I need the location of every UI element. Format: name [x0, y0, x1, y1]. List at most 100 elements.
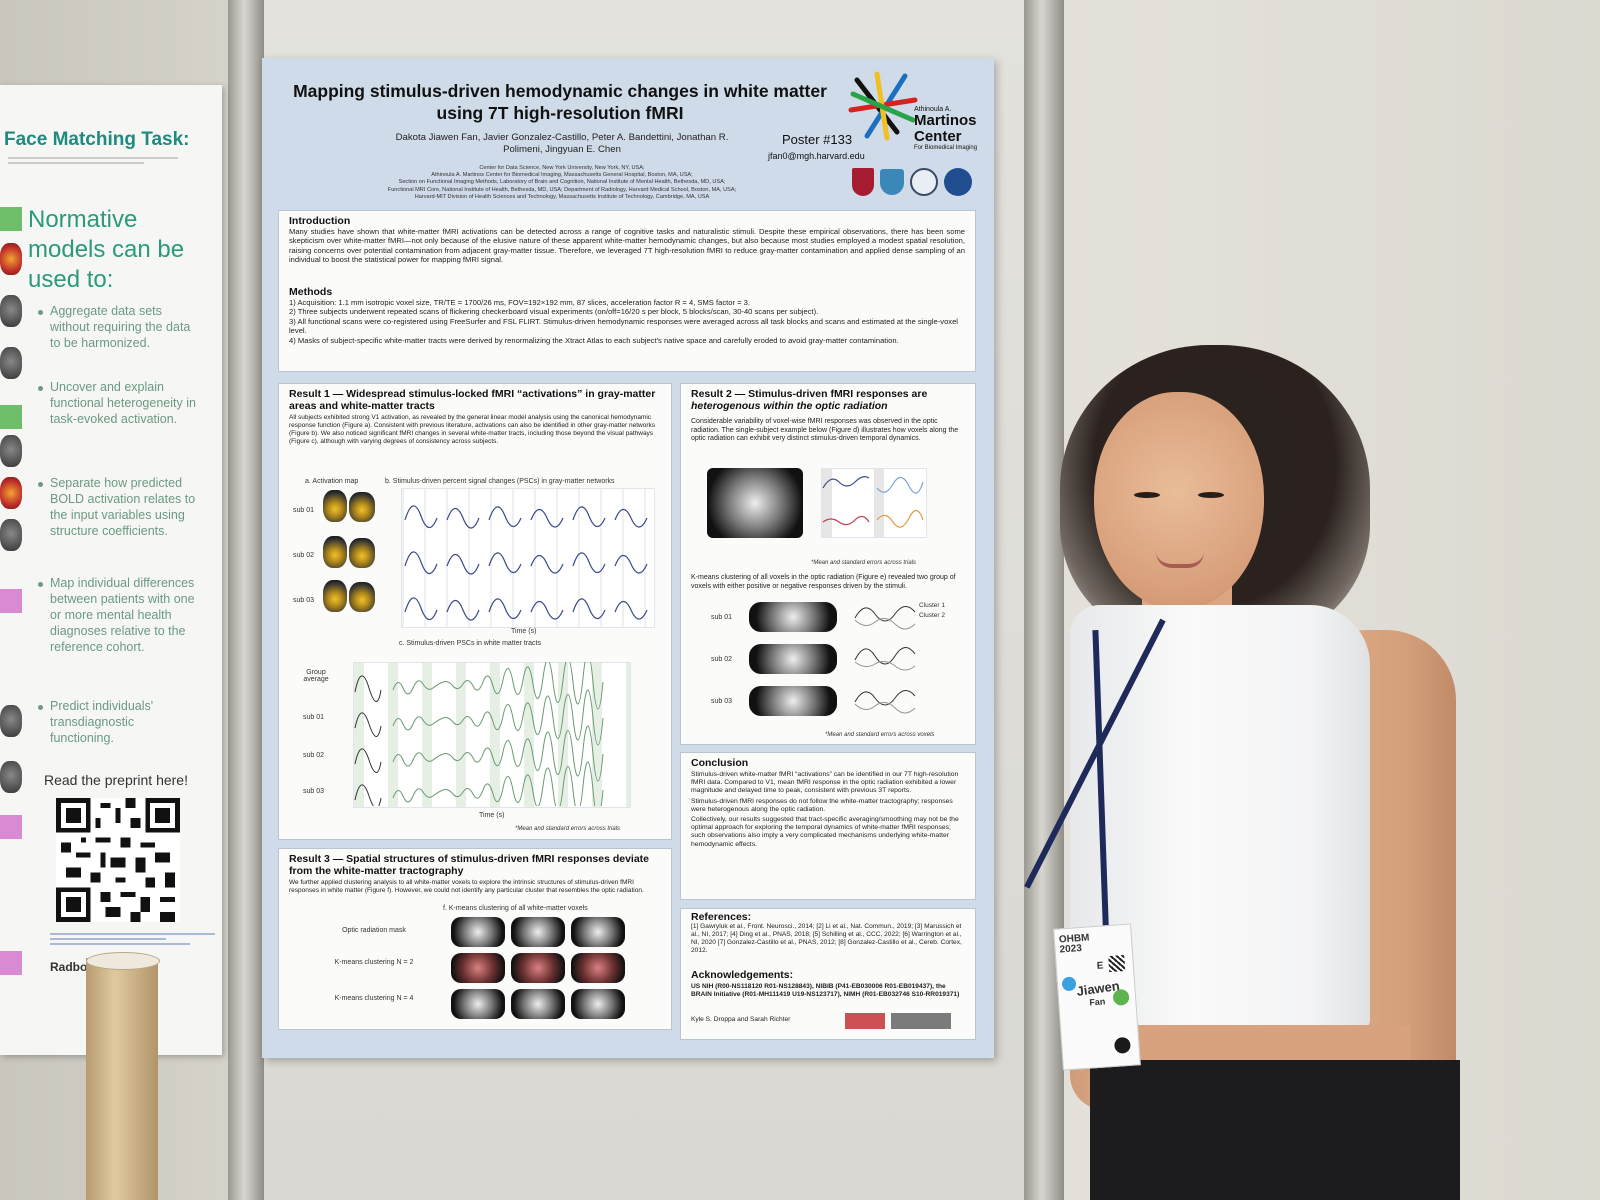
- activation-map-image: [349, 538, 375, 568]
- brain-behavior-logo-icon: [845, 1013, 885, 1029]
- kmeans-scan-image: [571, 989, 625, 1019]
- affiliation: Athinoula A. Martinos Center for Biomedi…: [431, 172, 693, 179]
- person-mouth: [1156, 552, 1204, 568]
- authors-line1: Dakota Jiawen Fan, Javier Gonzalez-Casti…: [395, 132, 729, 143]
- methods-list: 1) Acquisition: 1.1 mm isotropic voxel s…: [289, 298, 965, 345]
- kmeans-scan-image: [571, 917, 625, 947]
- fig-a-label: a. Activation map: [305, 478, 359, 485]
- left-poster-authors: [8, 153, 178, 164]
- person-eye-right: [1198, 492, 1224, 498]
- poster-affiliations: Center for Data Science, New York Univer…: [312, 165, 812, 201]
- left-poster-brain-thumb: [0, 519, 22, 551]
- bullet-dot: [38, 386, 43, 391]
- poster-number: Poster #133: [782, 132, 853, 147]
- bullet-dot: [38, 582, 43, 587]
- cluster-legend-1: Cluster 1: [919, 602, 946, 609]
- kmeans-scan-image: [511, 989, 565, 1019]
- left-poster-brain-thumb: [0, 295, 22, 327]
- result1-note: *Mean and standard errors across trials: [515, 826, 621, 832]
- left-poster-preprint-label: Read the preprint here!: [44, 772, 188, 788]
- result3-text: We further applied clustering analysis t…: [289, 879, 644, 894]
- qr-code-icon[interactable]: [56, 795, 180, 925]
- left-poster-brain-thumb: [0, 477, 22, 509]
- left-poster-title: Face Matching Task:: [4, 129, 190, 150]
- conclusion-title: Conclusion: [691, 757, 749, 769]
- intro-methods-panel: Introduction Many studies have shown tha…: [278, 210, 976, 372]
- result2-title-line2: heterogenous within the optic radiation: [691, 400, 888, 412]
- bullet-dot: [38, 310, 43, 315]
- conclusion-item: Collectively, our results suggested that…: [691, 816, 959, 848]
- methods-title: Methods: [289, 286, 333, 298]
- mgh-seal-icon: [880, 169, 904, 195]
- left-poster-brain-thumb: [0, 435, 22, 467]
- fig-c-sub03: sub 03: [303, 788, 325, 795]
- badge-qr-icon: [1108, 955, 1126, 973]
- left-poster-pink-block: [0, 589, 22, 613]
- bullet-dot: [38, 482, 43, 487]
- acknowledgements-title: Acknowledgements:: [691, 969, 794, 981]
- badge-blue-dot: [1061, 976, 1077, 992]
- kmeans-scan-image: [451, 917, 505, 947]
- left-poster-contact: [50, 930, 215, 948]
- kmeans-scan-image: [451, 953, 505, 983]
- conclusion-list: Stimulus-driven white-matter fMRI “activ…: [691, 771, 967, 849]
- kmeans-scan-image: [451, 989, 505, 1019]
- left-poster-green-block: [0, 405, 22, 429]
- fig-b-label: b. Stimulus-driven percent signal change…: [385, 478, 615, 485]
- result2-text2: K-means clustering of all voxels in the …: [691, 574, 956, 590]
- badge-green-dot: [1112, 988, 1130, 1006]
- activation-map-image: [349, 582, 375, 612]
- conclusion-item: Stimulus-driven fMRI responses do not fo…: [691, 797, 953, 813]
- methods-item: 1) Acquisition: 1.1 mm isotropic voxel s…: [289, 298, 750, 307]
- person-eye-left: [1134, 492, 1160, 498]
- poster-title-line2: using 7T high-resolution fMRI: [436, 103, 684, 123]
- intro-text: Many studies have shown that white-matte…: [289, 227, 965, 265]
- martinos-logo-text: Athinoula A. Martinos Center For Biomedi…: [914, 106, 977, 151]
- poster-email: jfan0@mgh.harvard.edu: [768, 151, 865, 161]
- bullet-dot: [38, 705, 43, 710]
- references-title: References:: [691, 911, 752, 923]
- harvard-shield-icon: [852, 168, 874, 196]
- result2-title: Result 2 — Stimulus-driven fMRI response…: [691, 388, 967, 412]
- result2-sub01: sub 01: [711, 614, 733, 621]
- left-poster-pink-block: [0, 951, 22, 975]
- left-poster-green-block: [0, 207, 22, 231]
- left-poster-bullet-1: Aggregate data sets without requiring th…: [50, 304, 191, 350]
- fig-a-sub01: sub 01: [293, 507, 315, 514]
- affiliation: Functional MRI Core, National Institute …: [387, 186, 737, 193]
- cluster-response-curves: [854, 606, 916, 714]
- result2-note1: *Mean and standard errors across trials: [811, 560, 917, 566]
- left-poster-brain-thumb: [0, 761, 22, 793]
- left-poster-heading: Normative models can be used to:: [28, 206, 185, 293]
- left-poster-bullet-4: Map individual differences between patie…: [50, 576, 195, 654]
- result1-title: Result 1 — Widespread stimulus-locked fM…: [289, 388, 656, 412]
- psc-gray-matter-plots: [401, 488, 655, 628]
- voxel-response-curves: [822, 476, 924, 528]
- result2-title-line1: Result 2 — Stimulus-driven fMRI response…: [691, 388, 928, 400]
- fig-a-sub03: sub 03: [293, 597, 315, 604]
- result3-row-2: K-means clustering N = 2: [334, 959, 414, 966]
- frame-post-right: [1024, 0, 1064, 1200]
- acknowledgements-names: Kyle S. Droppa and Sarah Richter: [691, 1016, 791, 1023]
- fig-a-sub02: sub 02: [293, 552, 315, 559]
- institution-seals: [852, 168, 982, 198]
- result1-panel: Result 1 — Widespread stimulus-locked fM…: [278, 383, 672, 840]
- left-poster-brain-thumb: [0, 243, 22, 275]
- frame-post-left: [228, 0, 264, 1200]
- poster-authors: Dakota Jiawen Fan, Javier Gonzalez-Casti…: [342, 132, 782, 156]
- result2-text: Considerable variability of voxel-wise f…: [691, 418, 959, 443]
- result3-row-1: Optic radiation mask: [342, 927, 406, 934]
- nih-seal-icon: [944, 168, 972, 196]
- fig-c-sub02: sub 02: [303, 752, 325, 759]
- badge-last-name: Fan: [1089, 996, 1106, 1008]
- martinos-logo-icon: [848, 71, 918, 141]
- cluster-scan-image: [749, 686, 837, 716]
- result3-panel: Result 3 — Spatial structures of stimulu…: [278, 848, 672, 1030]
- intro-title: Introduction: [289, 215, 351, 227]
- poster-tube-cap: [86, 952, 160, 970]
- voxel-response-plots: [821, 468, 927, 538]
- kmeans-scan-image: [511, 953, 565, 983]
- mit-seal-icon: [910, 168, 938, 196]
- cluster-scan-image: [749, 644, 837, 674]
- badge-letter: E: [1096, 960, 1104, 972]
